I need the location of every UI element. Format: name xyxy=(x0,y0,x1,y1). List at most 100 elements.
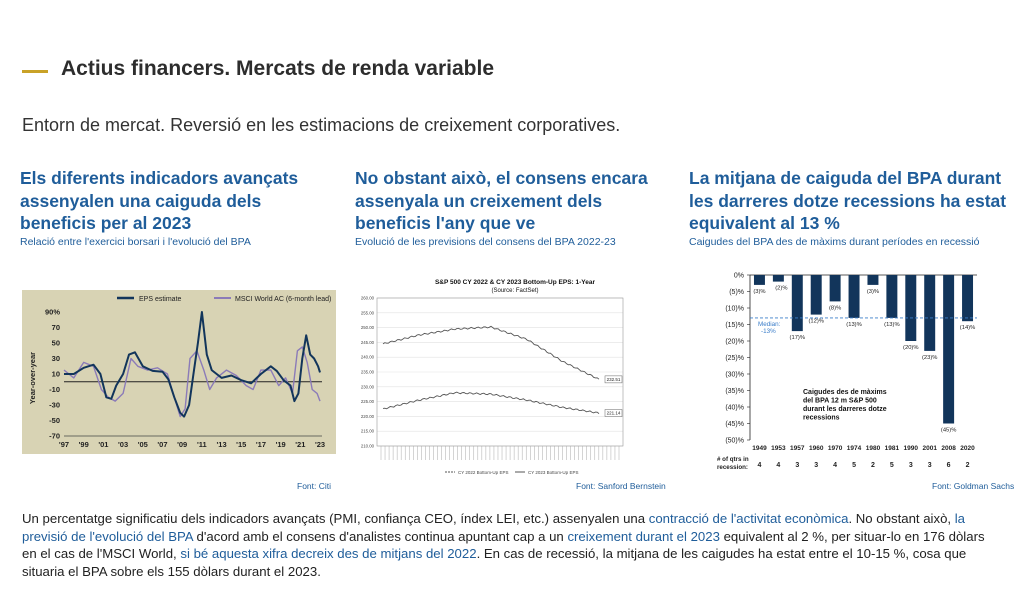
chart-3-category-label: 1980 xyxy=(866,445,881,452)
chart-3-ytick: (15)% xyxy=(725,322,744,329)
chart-1-xtick: '11 xyxy=(197,440,207,449)
eps-vs-msci-chart: 90% 70 50 30 10 -10 -30 -50 -70'97 '99 '01 '03 '05 '0… xyxy=(22,290,336,454)
chart-1-ytick: 30 xyxy=(52,354,60,363)
chart-2-ytick: 240.00 xyxy=(361,355,375,360)
column-1-subheading: Relació entre l'exercici borsari i l'evo… xyxy=(20,236,251,248)
chart-3-ytick: (50)% xyxy=(725,438,744,445)
bar-value-label: (13)% xyxy=(884,322,899,328)
column-2-source: Font: Sanford Bernstein xyxy=(576,481,666,491)
legend-label-eps: EPS estimate xyxy=(139,296,182,303)
bar-1970 xyxy=(829,275,841,302)
chart-1-xtick: '23 xyxy=(315,440,325,449)
chart-3-ytick: (35)% xyxy=(725,388,744,395)
bar-2020 xyxy=(962,275,974,322)
chart-2-ytick: 250.00 xyxy=(361,325,375,330)
chart-3-annotation-line: del BPA 12 m S&P 500 xyxy=(803,398,877,405)
recession-eps-drawdown-chart: 0% (5)% (10)% (15)% (20)% (25)% (30)% (35)% (40)… xyxy=(717,273,977,471)
bar-1949 xyxy=(753,275,765,285)
chart-3-ytick: (45)% xyxy=(725,421,744,428)
paragraph-highlight-1: contracció de l'activitat econòmica xyxy=(648,511,849,526)
chart-1-xtick: '09 xyxy=(177,440,187,449)
column-3-source: Font: Goldman Sachs xyxy=(932,481,1015,491)
chart-1-ylabel: Year-over-year xyxy=(28,352,37,404)
series-eps-estimate-line xyxy=(64,311,321,418)
chart-3-category-label: 1960 xyxy=(809,445,824,452)
chart-3-qtrs-value: 4 xyxy=(758,462,762,469)
chart-2-ytick: 220.00 xyxy=(361,414,375,419)
chart-3-annotation-line: durant les darreres dotze xyxy=(803,406,887,413)
chart-3-qtrs-value: 3 xyxy=(928,462,932,469)
chart-3-qtrs-value: 3 xyxy=(909,462,913,469)
chart-3-ytick: (20)% xyxy=(725,339,744,346)
chart-1-ytick: -70 xyxy=(49,432,60,441)
bar-value-label: (12)% xyxy=(808,319,823,325)
chart-3-annotation-line: Caigudes des de màxims xyxy=(803,389,887,396)
bar-1953 xyxy=(772,275,784,282)
chart-2-ytick: 210.00 xyxy=(361,444,375,449)
chart-3-qtrs-label-line1: # of qtrs in xyxy=(717,456,749,463)
chart-3-category-label: 1957 xyxy=(790,445,805,452)
bar-1981 xyxy=(886,275,898,318)
chart-2-ytick: 225.00 xyxy=(361,399,375,404)
chart-3-qtrs-value: 4 xyxy=(833,462,837,469)
chart-1-ytick: -30 xyxy=(49,401,60,410)
series-cy2023-line xyxy=(382,325,600,380)
paragraph-text-3: d'acord amb el consens d'analistes conti… xyxy=(192,528,568,544)
chart-2-end-value-label: 221.14 xyxy=(607,411,621,416)
column-2-subheading: Evolució de les previsions del consens d… xyxy=(355,236,616,248)
bar-value-label: (8)% xyxy=(829,305,841,311)
chart-2-ytick: 245.00 xyxy=(361,340,375,345)
chart-3-category-label: 1970 xyxy=(828,445,843,452)
series-cy2022-line xyxy=(382,391,600,414)
chart-3-qtrs-value: 5 xyxy=(890,462,894,469)
chart-2-ytick: 260.00 xyxy=(361,296,375,301)
legend-label-msci: MSCI World AC (6-month lead) xyxy=(235,296,331,303)
bar-value-label: (23)% xyxy=(922,355,937,361)
chart-3-qtrs-label-line2: recession: xyxy=(717,464,748,471)
chart-3-ytick: 0% xyxy=(734,273,744,280)
median-label: Median: xyxy=(758,321,781,328)
bar-value-label: (20)% xyxy=(903,345,918,351)
legend-label-cy2023: CY 2023 Bottom-Up EPS xyxy=(528,470,578,475)
bar-1980 xyxy=(867,275,879,285)
chart-2-legend: CY 2022 Bottom-Up EPS CY 2023 Bottom-Up … xyxy=(445,470,578,475)
bar-1960 xyxy=(810,275,822,315)
chart-1-xtick: '13 xyxy=(216,440,226,449)
chart-3-ytick: (25)% xyxy=(725,355,744,362)
chart-1-xtick: '07 xyxy=(157,440,167,449)
page-title: Actius financers. Mercats de renda varia… xyxy=(61,57,495,80)
chart-1-xtick: '03 xyxy=(118,440,128,449)
bar-value-label: (2)% xyxy=(775,286,787,292)
sp500-eps-consensus-chart: S&P 500 CY 2022 & CY 2023 Bottom-Up EPS:… xyxy=(355,268,665,476)
chart-3-category-label: 1953 xyxy=(771,445,786,452)
chart-1-xtick: '01 xyxy=(98,440,108,449)
chart-2-ytick: 215.00 xyxy=(361,429,375,434)
series-msci-world-line xyxy=(63,346,321,418)
bar-1957 xyxy=(791,275,803,332)
paragraph-text-2: . No obstant això, xyxy=(848,511,955,526)
bar-value-label: (17)% xyxy=(790,335,805,341)
chart-2-title: S&P 500 CY 2022 & CY 2023 Bottom-Up EPS:… xyxy=(435,279,596,286)
chart-3-category-label: 1974 xyxy=(847,445,862,452)
title-accent-dash xyxy=(22,70,48,73)
chart-1-ytick: 90% xyxy=(45,308,60,317)
chart-3-category-label: 1990 xyxy=(904,445,919,452)
chart-3-qtrs-value: 5 xyxy=(852,462,856,469)
chart-2-end-value-label: 232.51 xyxy=(607,377,621,382)
paragraph-text-5: . En cas de recessió, la mitjana de les … xyxy=(22,546,967,579)
paragraph-highlight-4: si bé aquesta xifra decreix des de mitja… xyxy=(180,546,477,561)
chart-3-qtrs-value: 2 xyxy=(966,462,970,469)
column-1-heading: Els diferents indicadors avançats asseny… xyxy=(20,168,299,233)
chart-1-background xyxy=(22,290,336,454)
paragraph-text-1: Un percentatge significatiu dels indicad… xyxy=(22,511,649,526)
chart-1-legend: EPS estimate MSCI World AC (6-month lead… xyxy=(117,296,331,303)
chart-1-ytick: 70 xyxy=(52,323,60,332)
chart-3-ytick: (10)% xyxy=(725,306,744,313)
paragraph-highlight-3: creixement durant el 2023 xyxy=(567,528,720,544)
legend-label-cy2022: CY 2022 Bottom-Up EPS xyxy=(458,470,508,475)
chart-2-end-value-box xyxy=(604,375,623,384)
bar-value-label: (45)% xyxy=(941,428,956,434)
paragraph-highlight-2: la previsió de l'evolució del BPA xyxy=(22,511,966,544)
chart-3-category-label: 2008 xyxy=(941,445,956,452)
column-2-heading: No obstant això, el consens encara assen… xyxy=(355,168,648,233)
